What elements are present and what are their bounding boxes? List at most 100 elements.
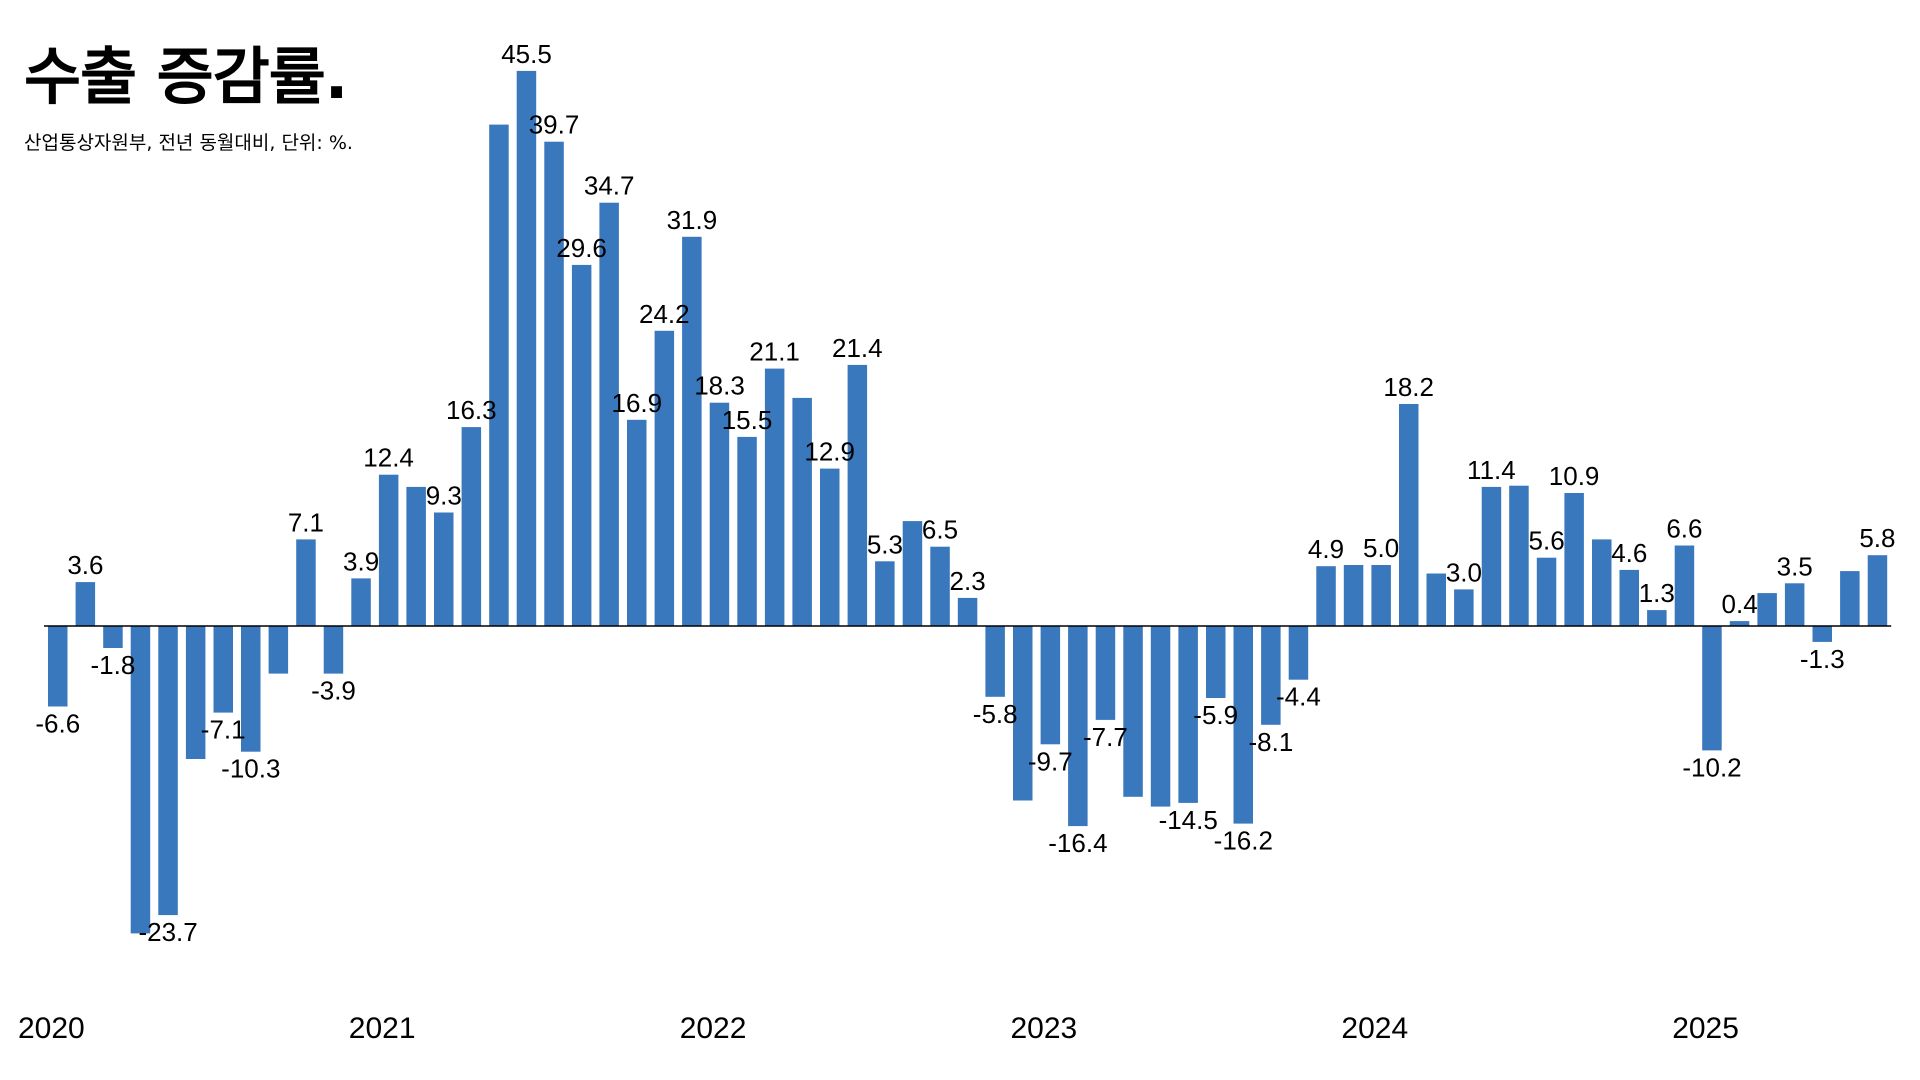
bar-45: [1288, 626, 1309, 680]
value-label-14: 9.3: [426, 481, 462, 511]
value-label-1: 3.6: [67, 550, 103, 580]
bar-59: [1674, 545, 1695, 626]
bar-11: [351, 578, 371, 626]
value-label-57: 4.6: [1611, 538, 1647, 568]
year-label-2024: 2024: [1341, 1012, 1408, 1045]
value-label-51: 3.0: [1446, 557, 1482, 587]
bar-3: [130, 626, 151, 934]
bar-33: [957, 597, 978, 626]
bar-41: [1178, 626, 1198, 803]
bar-52: [1481, 486, 1502, 626]
value-label-41: -14.5: [1159, 805, 1218, 835]
value-label-42: -5.9: [1193, 700, 1238, 730]
value-label-66: 5.8: [1859, 523, 1895, 553]
value-label-43: -16.2: [1214, 826, 1273, 856]
value-label-60: -10.2: [1682, 752, 1741, 782]
bar-17: [516, 70, 537, 626]
value-label-10: -3.9: [311, 676, 356, 706]
chart-subtitle: 산업통상자원부, 전년 동월대비, 단위: %.: [24, 132, 353, 154]
value-label-36: -9.7: [1028, 746, 1073, 776]
value-label-20: 34.7: [584, 171, 635, 201]
year-label-2021: 2021: [349, 1012, 416, 1045]
value-label-6: -7.1: [201, 715, 246, 745]
value-label-33: 2.3: [950, 566, 986, 596]
bar-49: [1399, 404, 1419, 626]
value-label-46: 4.9: [1308, 534, 1344, 564]
value-label-34: -5.8: [973, 699, 1018, 729]
year-label-2022: 2022: [680, 1012, 747, 1045]
value-label-19: 29.6: [556, 233, 607, 263]
bar-40: [1150, 626, 1171, 807]
bar-2: [103, 626, 123, 648]
bar-61: [1729, 621, 1750, 626]
value-label-11: 3.9: [343, 546, 379, 576]
bar-57: [1619, 569, 1639, 626]
value-label-28: 12.9: [804, 437, 855, 467]
bar-14: [434, 512, 454, 626]
bar-56: [1592, 539, 1612, 626]
bar-8: [268, 626, 289, 674]
value-label-48: 5.0: [1363, 533, 1399, 563]
value-label-12: 12.4: [363, 443, 414, 473]
value-label-32: 6.5: [922, 515, 958, 545]
bar-20: [599, 202, 619, 626]
bar-24: [709, 402, 730, 626]
value-label-9: 7.1: [288, 507, 324, 537]
bar-66: [1867, 555, 1888, 626]
bar-0: [48, 626, 68, 707]
chart-title: 수출 증감률.: [24, 40, 348, 113]
value-labels-group: -6.6 3.6 -1.8 -23.7 -7.1 -10.3 7.1 -3.9 3.9 12.4 9…: [35, 39, 1895, 947]
value-label-18: 39.7: [529, 110, 580, 140]
value-label-64: -1.3: [1800, 644, 1845, 674]
value-label-52: 11.4: [1467, 455, 1516, 485]
bar-36: [1040, 626, 1061, 745]
bar-60: [1702, 626, 1722, 751]
value-label-0: -6.6: [35, 709, 80, 739]
bar-43: [1233, 626, 1253, 824]
bar-31: [902, 521, 923, 626]
value-label-4: -23.7: [138, 917, 197, 947]
year-label-2023: 2023: [1011, 1012, 1078, 1045]
value-label-29: 21.4: [832, 333, 883, 363]
bars-group: [48, 70, 1888, 934]
bar-15: [461, 427, 482, 626]
bar-25: [737, 436, 757, 626]
value-label-61: 0.4: [1722, 589, 1758, 619]
bar-9: [296, 539, 316, 626]
bar-1: [75, 582, 96, 626]
bar-5: [185, 626, 206, 759]
bar-54: [1536, 557, 1557, 626]
bar-4: [158, 626, 178, 916]
bar-37: [1068, 626, 1088, 827]
bar-26: [764, 368, 785, 626]
bar-64: [1812, 626, 1832, 642]
value-label-44: -8.1: [1248, 727, 1293, 757]
bar-21: [627, 419, 647, 626]
bar-6: [213, 626, 233, 713]
bar-51: [1454, 589, 1474, 626]
value-label-15: 16.3: [446, 395, 497, 425]
bar-44: [1261, 626, 1281, 725]
bar-34: [985, 626, 1005, 697]
bar-22: [654, 330, 675, 626]
value-label-49: 18.2: [1383, 372, 1434, 402]
value-label-24: 18.3: [694, 371, 745, 401]
bar-58: [1647, 610, 1667, 626]
bar-38: [1095, 626, 1116, 720]
bar-55: [1564, 493, 1584, 626]
value-label-58: 1.3: [1639, 578, 1675, 608]
value-label-30: 5.3: [867, 529, 903, 559]
bar-50: [1426, 573, 1446, 626]
bar-13: [406, 486, 426, 626]
year-label-2020: 2020: [18, 1012, 85, 1045]
year-label-2025: 2025: [1672, 1012, 1739, 1045]
value-label-37: -16.4: [1048, 828, 1107, 858]
bar-16: [489, 124, 509, 626]
value-label-55: 10.9: [1549, 461, 1600, 491]
bar-28: [820, 468, 840, 626]
bar-7: [241, 626, 261, 752]
bar-32: [930, 546, 950, 626]
bar-10: [323, 626, 344, 674]
value-label-2: -1.8: [90, 650, 135, 680]
